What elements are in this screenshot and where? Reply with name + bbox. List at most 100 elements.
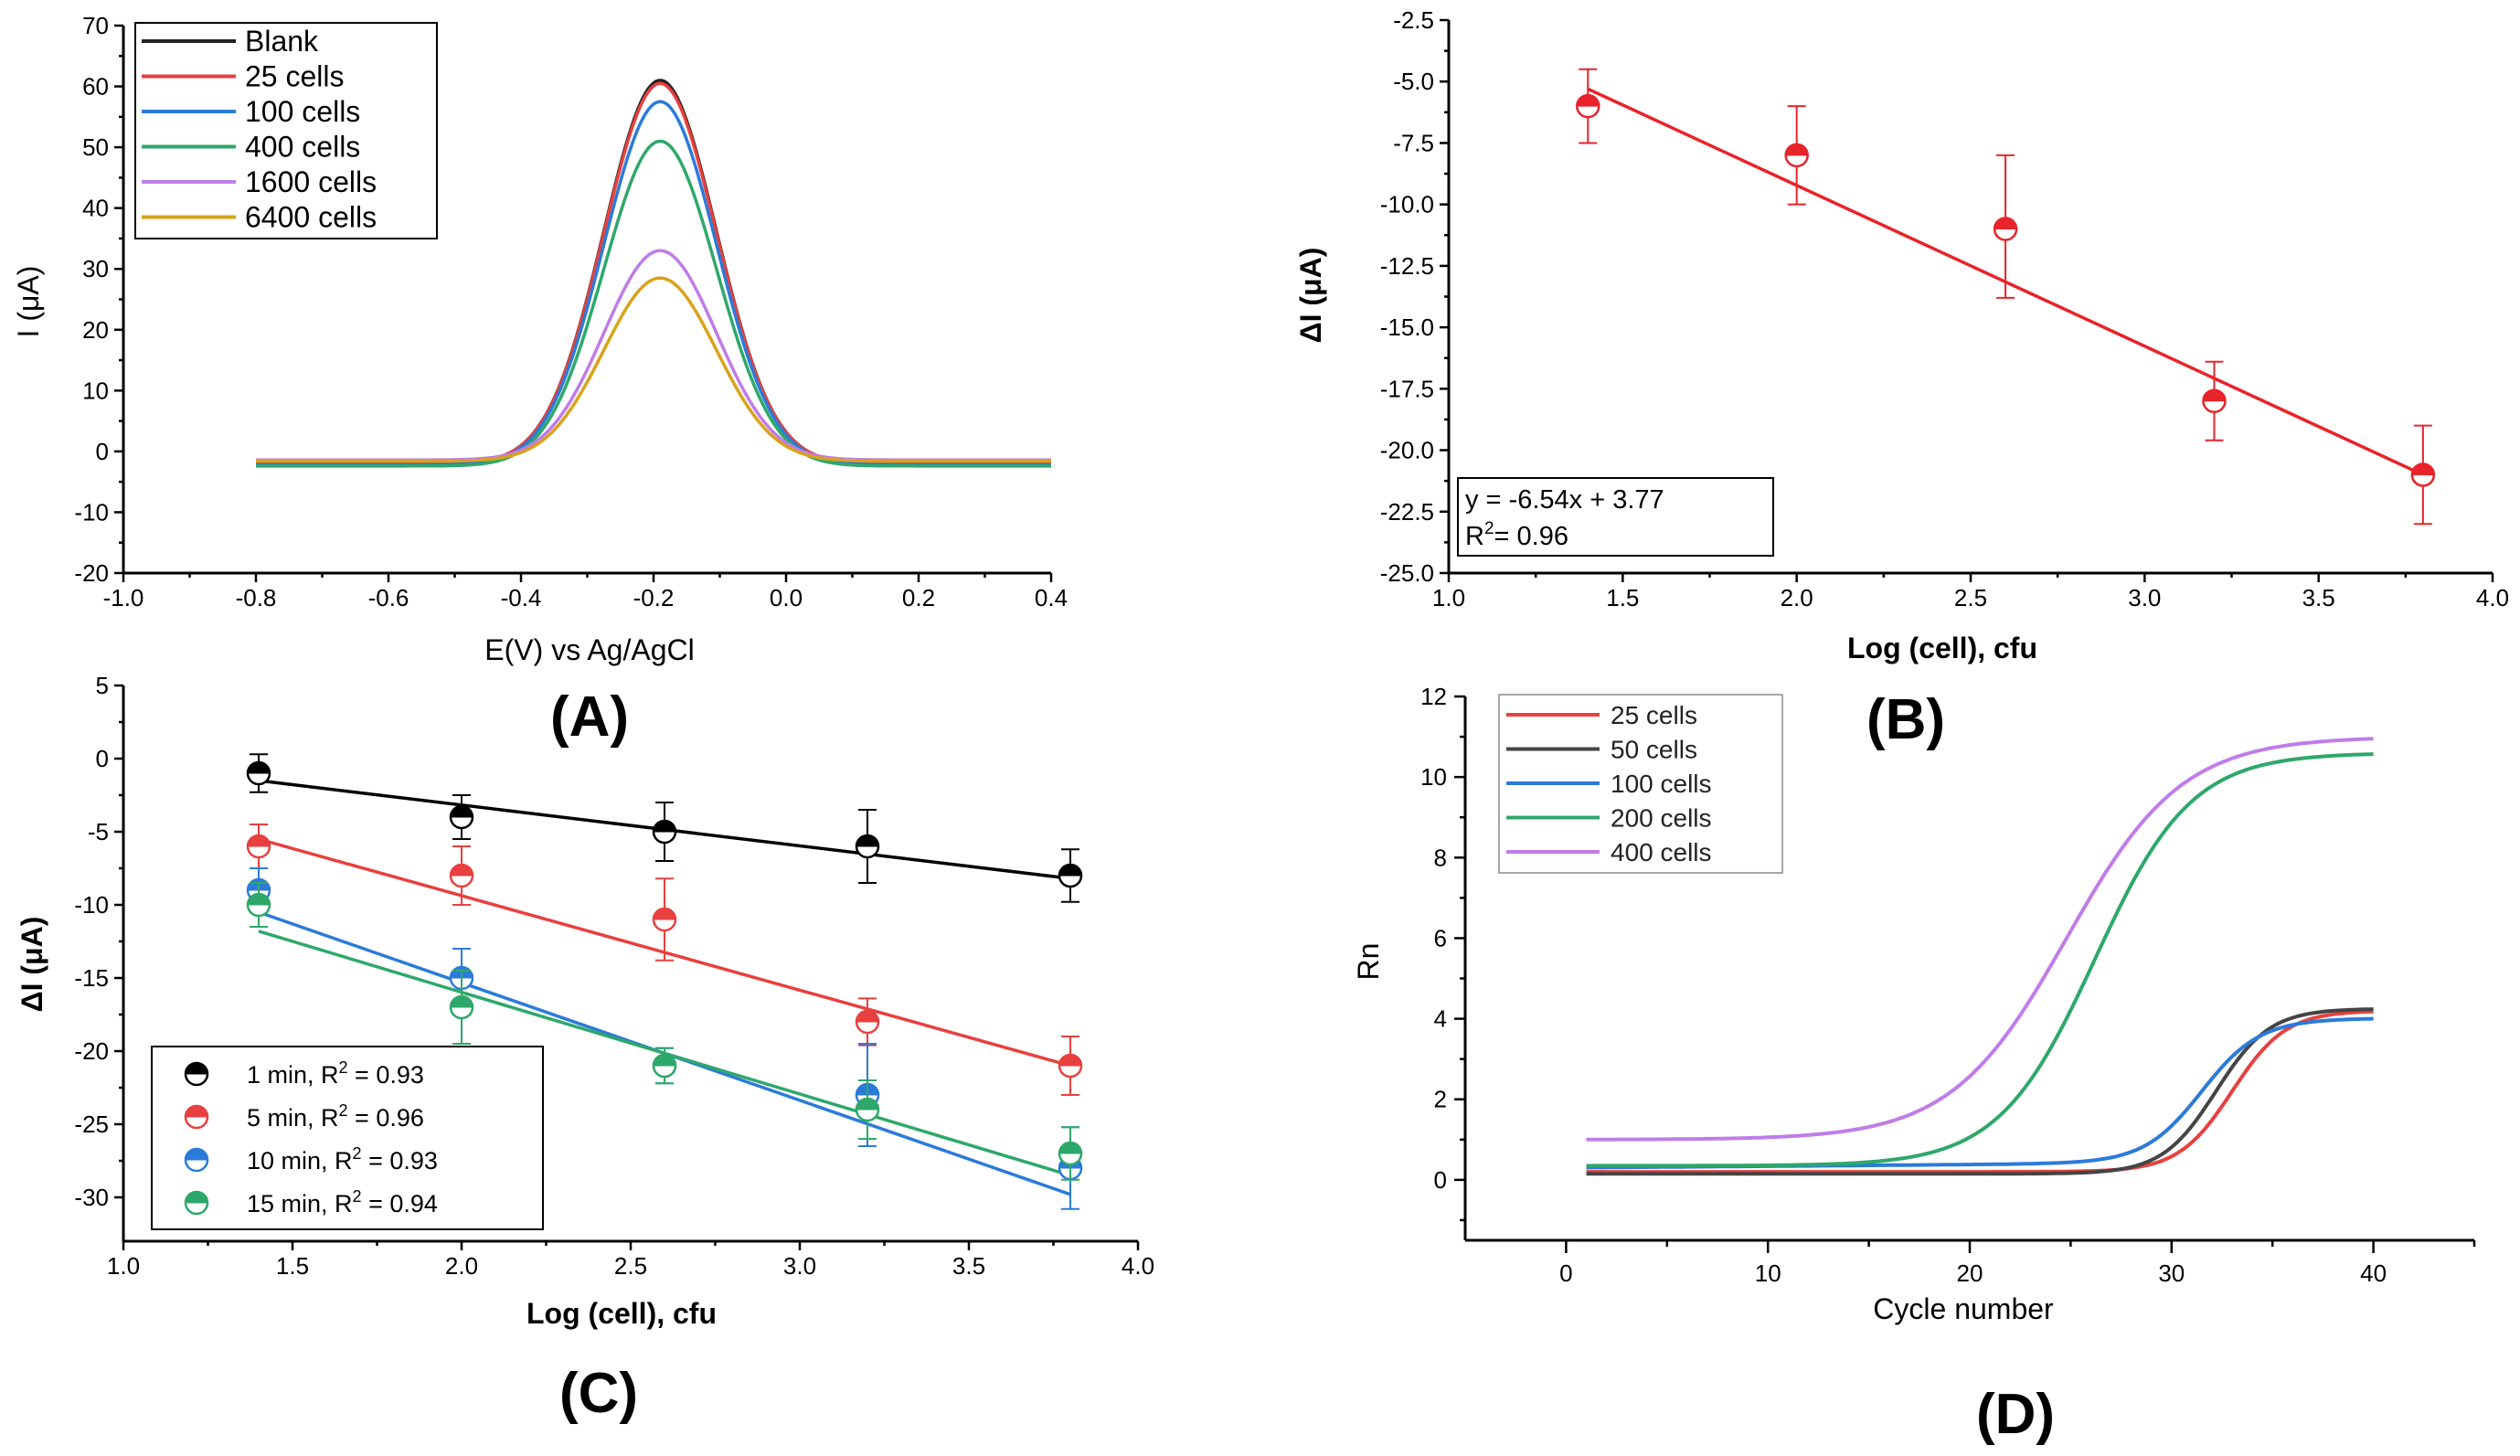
panel-d-y-tick-label: 12 <box>1420 683 1447 710</box>
panel-d-chart: 0 10 20 30 40 0 2 4 6 8 10 12 25 cells 50 cells 100 c… <box>1352 683 2476 1446</box>
panel-b-series <box>1576 68 2436 526</box>
panel-d-series-1 <box>1586 1007 2374 1176</box>
panel-c-legend-marker <box>184 1061 209 1087</box>
panel-c-y-tick-label: -25 <box>74 1111 109 1138</box>
panel-a-y-tick-label: 40 <box>82 195 109 222</box>
panel-b-y-tick-label: -12.5 <box>1380 252 1434 280</box>
panel-d-y-tick-label: 10 <box>1420 763 1447 791</box>
panel-d-y-tick-label: 6 <box>1434 924 1447 951</box>
panel-c-x-tick-label: 3.0 <box>783 1252 816 1280</box>
panel-a-legend-label: 400 cells <box>245 131 360 164</box>
panel-d-legend-label: 50 cells <box>1611 736 1697 764</box>
panel-d-x-tick-label: 20 <box>1957 1259 1983 1287</box>
panel-c-x-tick-label: 2.0 <box>445 1252 478 1280</box>
panel-a-y-tick-label: 30 <box>82 255 109 282</box>
panel-b-r2: R2= 0.96 <box>1465 519 1568 551</box>
panel-c-y-tick-label: -30 <box>74 1184 109 1211</box>
panel-b-point <box>1576 93 1600 119</box>
panel-label-b: (B) <box>1866 688 1945 751</box>
panel-a-series-5 <box>256 276 1051 463</box>
panel-b-x-tick-label: 3.0 <box>2128 584 2161 611</box>
panel-d-legend-label: 400 cells <box>1611 838 1712 866</box>
panel-d-legend-label: 25 cells <box>1611 701 1697 729</box>
panel-d-series-0 <box>1586 1009 2374 1174</box>
panel-c-point <box>1058 863 1083 888</box>
panel-c-point <box>449 804 474 830</box>
panel-c-legend-label: 1 min, R2 = 0.93 <box>247 1058 424 1089</box>
panel-b-y-tick-label: -2.5 <box>1393 6 1434 34</box>
panel-c-series <box>246 753 1083 1210</box>
panel-c-point <box>652 907 677 932</box>
panel-c-point <box>246 760 271 786</box>
panel-c-legend-label: 5 min, R2 = 0.96 <box>247 1101 424 1132</box>
panel-c-legend-label: 15 min, R2 = 0.94 <box>247 1187 438 1217</box>
panel-c-point <box>449 994 474 1020</box>
panel-a-series-4 <box>256 249 1051 462</box>
panel-c-point <box>1058 1141 1083 1166</box>
panel-d-x-tick-label: 10 <box>1755 1259 1781 1287</box>
panel-b-point <box>2410 462 2436 487</box>
panel-c-legend-marker <box>184 1147 209 1173</box>
panel-c-legend-marker <box>184 1190 209 1216</box>
panel-c-y-tick-label: -5 <box>88 818 109 845</box>
panel-a-x-tick-label: 0.2 <box>902 584 935 611</box>
panel-c-x-tick-label: 1.0 <box>107 1252 140 1280</box>
panel-d-x-tick-label: 0 <box>1559 1259 1572 1287</box>
panel-a-legend-box <box>134 22 438 239</box>
panel-c-y-tick-label: 0 <box>96 745 109 772</box>
panel-a-x-tick-label: 0.0 <box>770 584 803 611</box>
panel-d-xlabel: Cycle number <box>1873 1292 2054 1325</box>
panel-d-y-tick-label: 4 <box>1434 1005 1447 1033</box>
panel-a-legend-label: 100 cells <box>245 95 360 128</box>
panel-a-x-tick-label: -0.6 <box>368 584 409 611</box>
panel-c-point <box>449 863 474 888</box>
panel-c-legend-box <box>151 1046 544 1230</box>
panel-a-chart: -1.0 -0.8 -0.6 -0.4 -0.2 0.0 0.2 0.4 -20 -10 0 10 20… <box>12 12 1068 749</box>
panel-d-series-4 <box>1586 737 2374 1142</box>
panel-d-ylabel: Rn <box>1352 943 1385 981</box>
panel-c-point <box>855 1097 880 1122</box>
panel-a-y-tick-label: -20 <box>74 559 109 587</box>
panel-a-x-tick-label: -1.0 <box>103 584 144 611</box>
panel-a-series-3 <box>256 139 1051 468</box>
panel-d-x-tick-label: 40 <box>2360 1259 2387 1287</box>
panel-b-point <box>2202 388 2227 414</box>
panel-d-y-tick-label: 2 <box>1434 1086 1447 1113</box>
panel-b-x-tick-label: 1.0 <box>1432 584 1465 611</box>
panel-b-equation: y = -6.54x + 3.77 <box>1465 485 1664 515</box>
panel-a-y-tick-label: 20 <box>82 316 109 344</box>
panel-b-y-tick-label: -25.0 <box>1380 559 1434 587</box>
panel-c-point <box>855 834 880 859</box>
panel-c-point <box>855 1009 880 1035</box>
panel-c-x-tick-label: 1.5 <box>276 1252 309 1280</box>
panel-d-legend-box <box>1498 694 1783 874</box>
panel-b-y-tick-label: -22.5 <box>1380 498 1434 526</box>
panel-a-y-tick-label: 50 <box>82 133 109 161</box>
panel-c-point <box>652 819 677 845</box>
panel-a-legend-label: 25 cells <box>245 60 345 93</box>
panel-b-ylabel: ΔI (μA) <box>1294 248 1327 344</box>
panel-a-xlabel: E(V) vs Ag/AgCl <box>484 633 694 666</box>
panel-b-y-tick-label: -7.5 <box>1393 129 1434 156</box>
panel-a-x-tick-label: -0.2 <box>633 584 675 611</box>
panel-b-x-tick-label: 3.5 <box>2302 584 2335 611</box>
panel-c-point <box>1058 1053 1083 1079</box>
panel-c-x-tick-label: 4.0 <box>1122 1252 1154 1280</box>
panel-c-y-tick-label: -20 <box>74 1037 109 1065</box>
panel-d-legend-label: 100 cells <box>1611 770 1712 798</box>
panel-a-y-tick-label: 70 <box>82 12 109 39</box>
panel-b-x-tick-label: 2.5 <box>1954 584 1987 611</box>
panel-c-legend: 1 min, R2 = 0.93 5 min, R2 = 0.96 10 min, … <box>151 1046 544 1230</box>
panel-d-legend: 25 cells 50 cells 100 cells 200 cells 400 ce… <box>1498 694 1783 874</box>
panel-a-series <box>256 79 1051 468</box>
panel-label-c: (C) <box>559 1362 638 1425</box>
panel-c-xlabel: Log (cell), cfu <box>526 1297 717 1330</box>
panel-a-x-tick-label: -0.8 <box>236 584 277 611</box>
panel-c-y-tick-label: -15 <box>74 964 109 992</box>
panel-b-y-tick-label: -10.0 <box>1380 191 1434 218</box>
panel-b-xlabel: Log (cell), cfu <box>1847 632 2037 664</box>
panel-a-ylabel: I (μA) <box>12 266 45 338</box>
panel-b-point <box>1784 143 1809 168</box>
panel-a-legend-label: 1600 cells <box>245 165 377 198</box>
